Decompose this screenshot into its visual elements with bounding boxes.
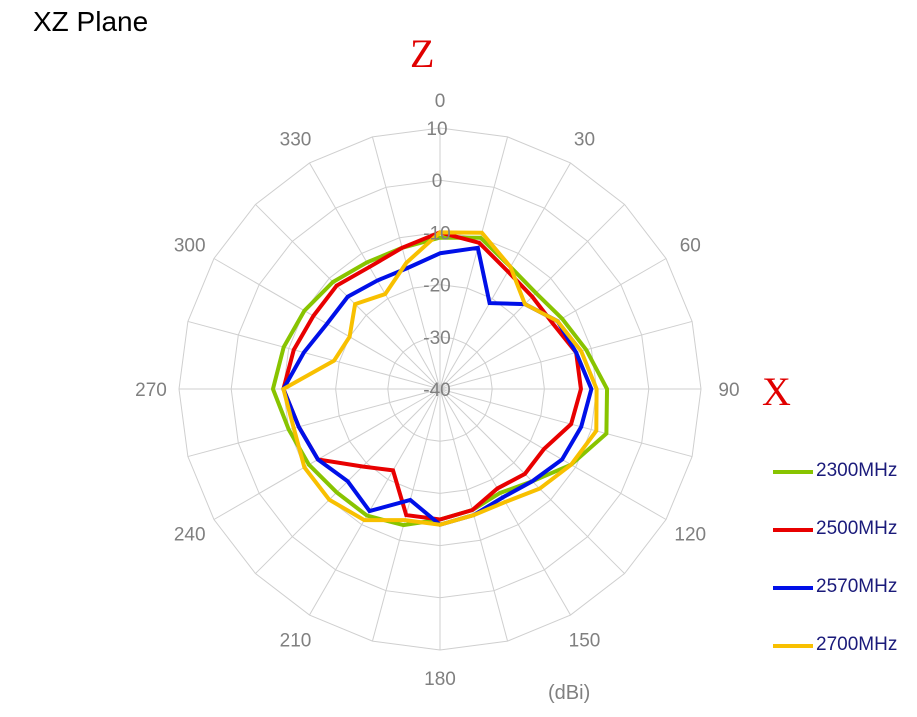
label-layer: -40 -30 -20 -10 0 10 0 30 60 90 120 150 180 210 240 270…	[135, 91, 739, 690]
grid-spoke	[309, 388, 441, 616]
radial-tick-label: -30	[423, 328, 450, 349]
angle-label: 90	[718, 380, 739, 401]
legend-label: 2570MHz	[816, 576, 898, 597]
legend-label: 2700MHz	[816, 634, 898, 655]
legend-label: 2300MHz	[816, 460, 898, 481]
angle-label: 240	[174, 525, 206, 546]
grid-spoke	[439, 388, 667, 520]
chart-title: XZ Plane	[33, 6, 149, 37]
angle-label: 30	[574, 130, 595, 151]
legend-swatch	[773, 528, 813, 532]
angle-label: 120	[674, 525, 706, 546]
legend-item: 2300MHz	[773, 458, 913, 516]
angle-label: 330	[280, 130, 312, 151]
angle-label: 0	[435, 91, 446, 112]
grid-spoke	[439, 388, 693, 458]
legend-item: 2700MHz	[773, 632, 913, 690]
radial-tick-label: 10	[426, 119, 447, 140]
legend-swatch	[773, 644, 813, 648]
angle-label: 300	[174, 236, 206, 257]
grid-spoke	[439, 320, 693, 390]
grid-spoke	[439, 136, 509, 390]
angle-label: 270	[135, 380, 167, 401]
legend-item: 2570MHz	[773, 574, 913, 632]
series-line-2500MHz	[281, 230, 583, 522]
radial-tick-label: -10	[423, 223, 450, 244]
radial-tick-label: -40	[423, 380, 450, 401]
grid-spoke	[439, 162, 571, 390]
radial-tick-label: -20	[423, 276, 450, 297]
angle-label: 60	[680, 236, 701, 257]
legend-swatch	[773, 586, 813, 590]
x-axis-letter: X	[762, 369, 791, 414]
legend-label: 2500MHz	[816, 518, 898, 539]
angle-label: 180	[424, 669, 456, 690]
grid-spoke	[213, 388, 441, 520]
grid-spoke	[187, 320, 441, 390]
unit-label: (dBi)	[548, 682, 591, 704]
legend-swatch	[773, 470, 813, 474]
grid-spoke	[309, 162, 441, 390]
z-axis-letter: Z	[410, 31, 435, 76]
legend-item: 2500MHz	[773, 516, 913, 574]
series-layer	[270, 230, 610, 528]
angle-label: 210	[280, 630, 312, 651]
series-line-2700MHz	[281, 230, 599, 527]
angle-label: 150	[569, 630, 601, 651]
legend: 2300MHz 2500MHz 2570MHz 2700MHz	[773, 458, 913, 690]
grid-spoke	[187, 388, 441, 458]
radial-tick-label: 0	[432, 171, 443, 192]
